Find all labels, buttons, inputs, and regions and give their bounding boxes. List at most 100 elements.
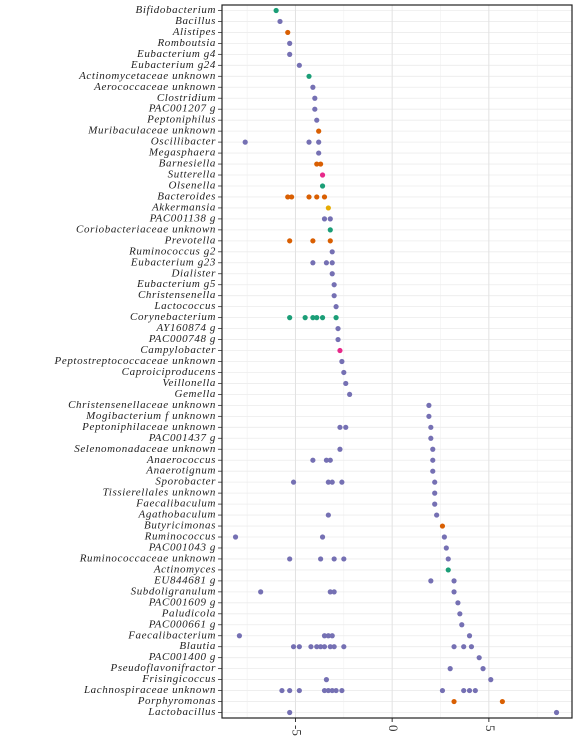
y-tick-label: Campylobacter (140, 344, 216, 356)
dot (236, 633, 243, 639)
dot (287, 40, 293, 46)
y-tick-label: Bacillus (175, 15, 216, 27)
x-tick-label: 5 (483, 725, 498, 732)
dot (331, 282, 337, 288)
dot (321, 216, 328, 222)
y-tick-label: Veillonella (162, 377, 216, 389)
dot (329, 271, 335, 277)
dot (306, 139, 312, 145)
dot (428, 435, 434, 441)
dot (321, 194, 328, 200)
y-tick-label: Butyricimonas (144, 520, 216, 532)
y-tick-label: Christensenellaceae unknown (68, 399, 216, 411)
y-tick-label: Frisingicoccus (141, 673, 216, 685)
dot (426, 413, 432, 419)
y-tick-label: Actinomycetaceae unknown (78, 70, 216, 82)
dot (331, 293, 337, 299)
y-tick-label: Bifidobacterium (136, 4, 217, 16)
y-tick-label: Faecalibaculum (135, 498, 216, 510)
dot (287, 687, 293, 694)
dot (443, 545, 449, 551)
dot (273, 7, 279, 14)
y-tick-label: Romboutsia (156, 37, 216, 49)
dot (459, 622, 465, 628)
dot (341, 644, 347, 650)
y-tick-label: Clostridium (157, 92, 216, 104)
y-tick-label: PAC001437 g (148, 432, 216, 444)
dot (323, 457, 330, 463)
dot (327, 644, 333, 650)
dot (327, 216, 333, 222)
dot (296, 62, 302, 68)
dot (339, 687, 345, 694)
dot (343, 424, 349, 430)
dot (290, 479, 297, 485)
y-tick-label: Sporobacter (155, 476, 216, 488)
dot (432, 479, 438, 485)
y-tick-label: Dialister (170, 267, 216, 279)
dot (290, 644, 297, 650)
dot (306, 73, 312, 79)
dot (289, 194, 295, 200)
dot (339, 479, 345, 485)
dot (316, 150, 322, 156)
x-tick-label: 0 (386, 725, 401, 732)
dot (341, 556, 347, 562)
dot (447, 666, 453, 672)
dot (325, 205, 331, 211)
dot (337, 446, 343, 452)
y-tick-label: Caproiciproducens (122, 366, 216, 378)
dot (323, 677, 330, 683)
dot (312, 95, 318, 101)
y-tick-label: Sutterella (168, 169, 216, 181)
dot (329, 260, 335, 266)
dot (468, 644, 475, 650)
dot (331, 556, 337, 562)
dot (432, 490, 438, 496)
y-tick-label: Megasphaera (148, 147, 216, 159)
dot (466, 633, 473, 639)
y-tick-label: Muribaculaceae unknown (87, 125, 216, 137)
dot (302, 315, 308, 321)
y-tick-label: PAC001400 g (148, 651, 216, 663)
dot (476, 655, 482, 661)
dot (439, 687, 446, 694)
dot (287, 51, 293, 57)
dot (319, 183, 326, 189)
dot (296, 687, 302, 694)
y-tick-label: PAC000748 g (148, 333, 216, 345)
dot (335, 336, 341, 343)
dot (329, 633, 335, 639)
dot (428, 578, 434, 584)
y-tick-label: Actinomyces (153, 563, 216, 575)
dot (327, 457, 333, 463)
y-tick-label: Lachnospiraceae unknown (83, 684, 216, 696)
dot (287, 556, 293, 562)
y-tick-label: Lactococcus (153, 300, 216, 312)
dot (451, 589, 457, 595)
dot (439, 523, 446, 529)
dot (325, 512, 331, 518)
dot (310, 457, 316, 463)
dot (314, 161, 320, 167)
dot (472, 687, 478, 694)
dot (430, 457, 436, 463)
y-tick-label: Eubacterium g24 (130, 59, 216, 71)
dot (333, 304, 339, 310)
dot (279, 687, 285, 694)
dot (321, 687, 328, 694)
y-tick-label: Paludicola (161, 607, 216, 619)
dot (337, 424, 343, 430)
y-tick-label: PAC001138 g (149, 212, 216, 224)
y-tick-label: Olsenella (168, 180, 216, 192)
dot (331, 644, 337, 650)
dot (327, 589, 333, 595)
dot (430, 446, 436, 452)
y-tick-label: Faecalibacterium (127, 629, 216, 641)
dot (347, 391, 353, 398)
y-tick-label: PAC001207 g (148, 103, 216, 115)
y-tick-label: Christensenella (138, 289, 216, 301)
dot (335, 325, 341, 332)
dot (319, 315, 326, 321)
